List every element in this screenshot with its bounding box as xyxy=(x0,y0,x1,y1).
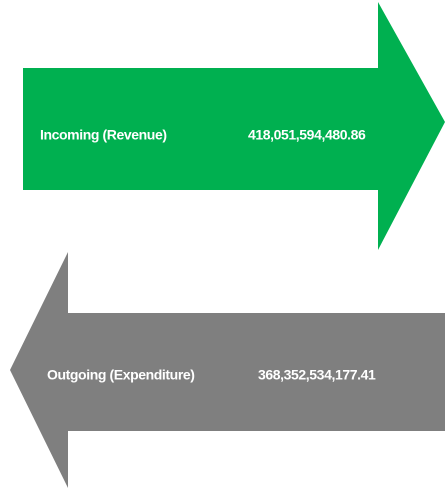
incoming-arrow xyxy=(23,2,445,250)
outgoing-arrow xyxy=(10,252,445,488)
incoming-label: Incoming (Revenue) xyxy=(40,127,167,143)
outgoing-label: Outgoing (Expenditure) xyxy=(47,367,195,383)
outgoing-value: 368,352,534,177.41 xyxy=(258,367,376,383)
incoming-value: 418,051,594,480.86 xyxy=(248,127,366,143)
